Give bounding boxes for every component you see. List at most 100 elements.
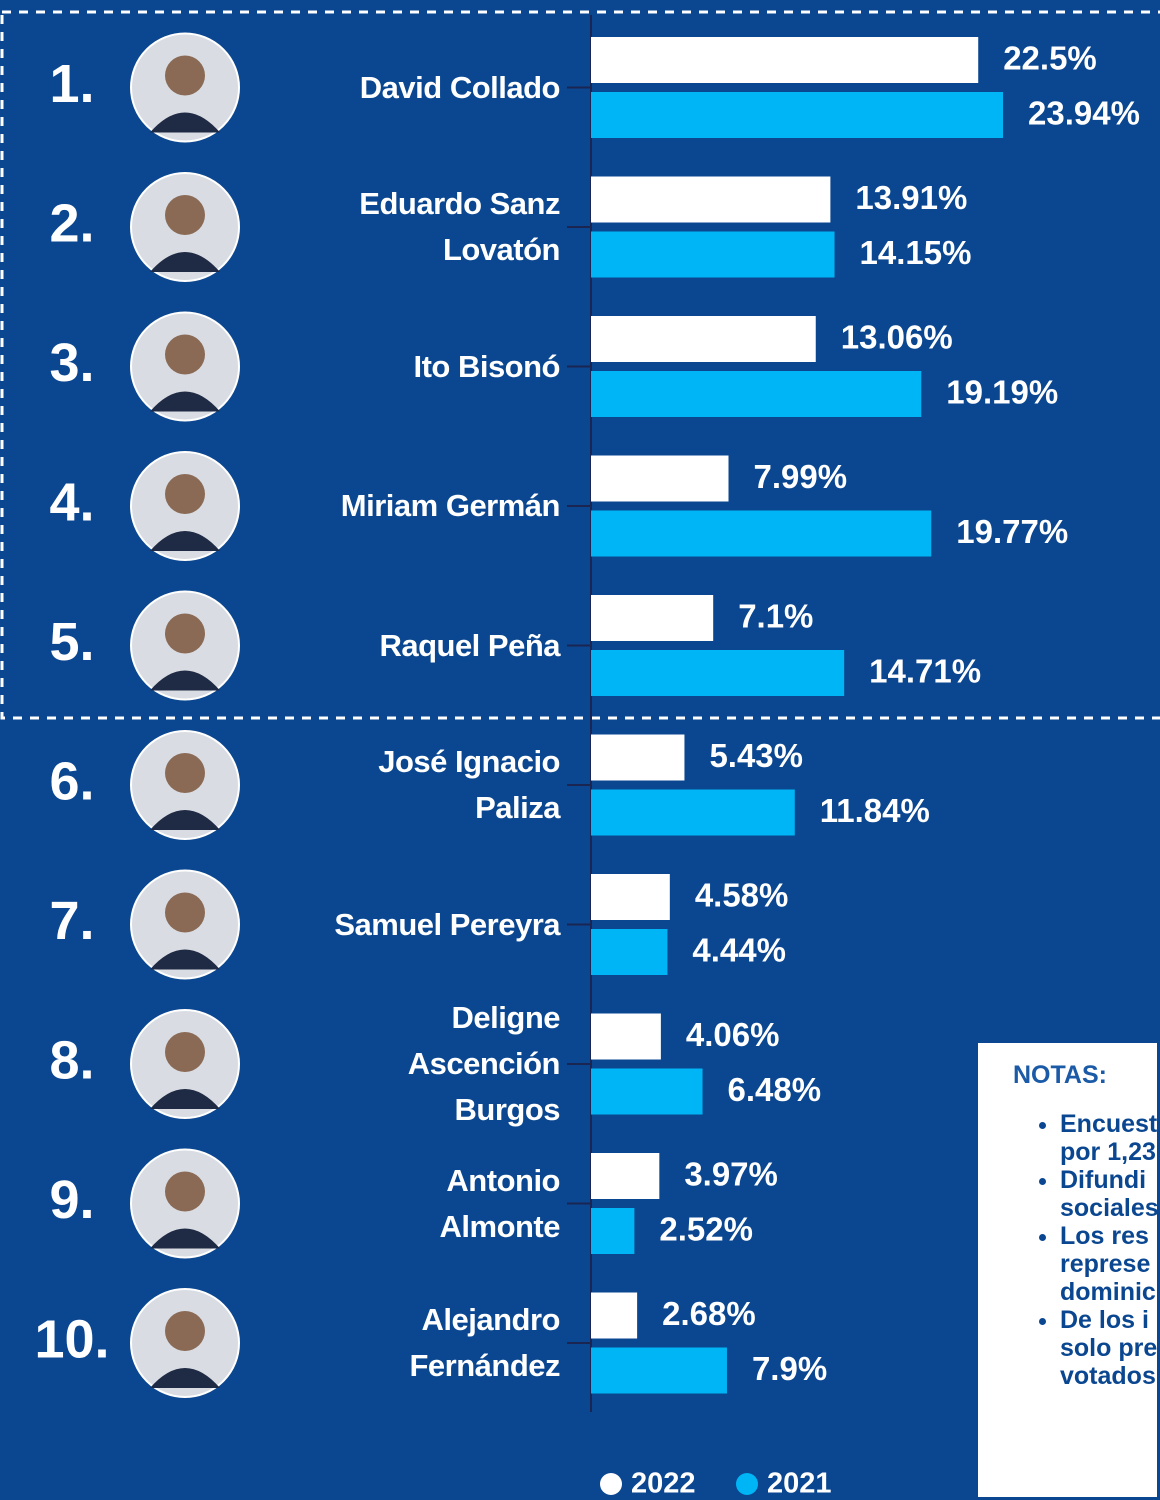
photo-body <box>150 1228 220 1249</box>
rank: 9. <box>49 1170 94 1230</box>
photo-head <box>165 892 205 933</box>
photo-head <box>165 613 205 654</box>
photo-body <box>150 1368 220 1388</box>
bar <box>591 510 932 557</box>
legend-marker <box>600 1473 622 1495</box>
bar <box>591 595 714 641</box>
value-label: 7.1% <box>738 598 813 635</box>
category-label: Alejandro Fernández <box>409 1302 560 1383</box>
bar <box>591 455 729 502</box>
note-line: dominic <box>1060 1278 1156 1306</box>
photo-head <box>165 1311 205 1351</box>
bar <box>591 316 816 362</box>
category-label: Eduardo Sanz Lovatón <box>359 186 560 267</box>
rank: 8. <box>49 1030 94 1090</box>
bar <box>591 734 685 781</box>
note-line: Los res <box>1060 1222 1149 1250</box>
bar <box>591 231 835 278</box>
note-line: represe <box>1060 1250 1151 1278</box>
value-label: 22.5% <box>1003 40 1097 77</box>
rank: 10. <box>34 1309 109 1369</box>
legend-label: 2022 <box>631 1468 696 1500</box>
value-label: 14.15% <box>860 234 972 271</box>
category-label: José Ignacio Paliza <box>378 744 560 825</box>
photo-head <box>165 1032 205 1072</box>
category-label: Raquel Peña <box>379 627 560 663</box>
value-label: 7.9% <box>752 1350 827 1387</box>
bar <box>591 874 670 920</box>
value-label: 19.77% <box>956 513 1068 550</box>
bar <box>591 650 845 696</box>
value-label: 4.06% <box>686 1016 780 1053</box>
bar <box>591 371 922 417</box>
legend-marker <box>736 1473 758 1495</box>
bar <box>591 37 979 83</box>
photo-body <box>150 252 220 272</box>
bar <box>591 789 795 836</box>
bar <box>591 1013 661 1060</box>
photo-body <box>150 949 220 970</box>
value-label: 13.06% <box>841 319 953 356</box>
photo-head <box>165 55 205 96</box>
value-label: 13.91% <box>855 179 967 216</box>
category-label: Miriam Germán <box>340 488 561 523</box>
photo-head <box>165 474 205 514</box>
value-label: 5.43% <box>709 737 803 774</box>
value-label: 14.71% <box>869 653 981 690</box>
notes-title: NOTAS: <box>1013 1061 1107 1089</box>
photo-head <box>165 195 205 235</box>
rank: 2. <box>49 193 94 253</box>
photo-body <box>150 112 220 133</box>
value-label: 7.99% <box>754 458 848 495</box>
bar <box>591 1208 635 1254</box>
value-label: 2.52% <box>659 1211 753 1248</box>
category-label: Samuel Pereyra <box>334 906 560 942</box>
photo-head <box>165 1171 205 1212</box>
photo-body <box>150 391 220 412</box>
note-line: Encuest <box>1060 1110 1158 1138</box>
legend-label: 2021 <box>767 1468 832 1500</box>
note-line: por 1,23 <box>1060 1138 1156 1166</box>
bar <box>591 1068 703 1115</box>
bar <box>591 1292 638 1339</box>
photo-body <box>150 531 220 551</box>
category-label: Deligne Ascención Burgos <box>407 1000 561 1127</box>
rank: 7. <box>49 891 94 951</box>
value-label: 23.94% <box>1028 95 1140 132</box>
value-label: 6.48% <box>728 1071 822 1108</box>
photo-head <box>165 753 205 793</box>
photo-body <box>150 810 220 830</box>
bar <box>591 1153 660 1199</box>
photo-body <box>150 1089 220 1109</box>
bar <box>591 1347 727 1394</box>
note-line: solo pre <box>1060 1334 1158 1362</box>
bar <box>591 929 668 975</box>
note-line: De los i <box>1060 1306 1149 1334</box>
category-label: Antonio Almonte <box>439 1162 561 1244</box>
note-line: Difundi <box>1060 1166 1147 1194</box>
note-line: sociales <box>1060 1194 1159 1222</box>
rank: 5. <box>49 612 94 672</box>
rank: 6. <box>49 751 94 811</box>
photo-body <box>150 670 220 691</box>
value-label: 2.68% <box>662 1295 756 1332</box>
bar <box>591 92 1003 138</box>
category-label: Ito Bisonó <box>413 348 560 384</box>
rank: 1. <box>49 54 94 114</box>
note-line: votados <box>1060 1362 1156 1390</box>
category-label: David Collado <box>359 69 561 105</box>
value-label: 19.19% <box>946 374 1058 411</box>
bar <box>591 176 831 223</box>
value-label: 11.84% <box>820 792 930 829</box>
rank: 3. <box>49 333 94 393</box>
value-label: 4.58% <box>695 877 789 914</box>
photo-head <box>165 334 205 375</box>
